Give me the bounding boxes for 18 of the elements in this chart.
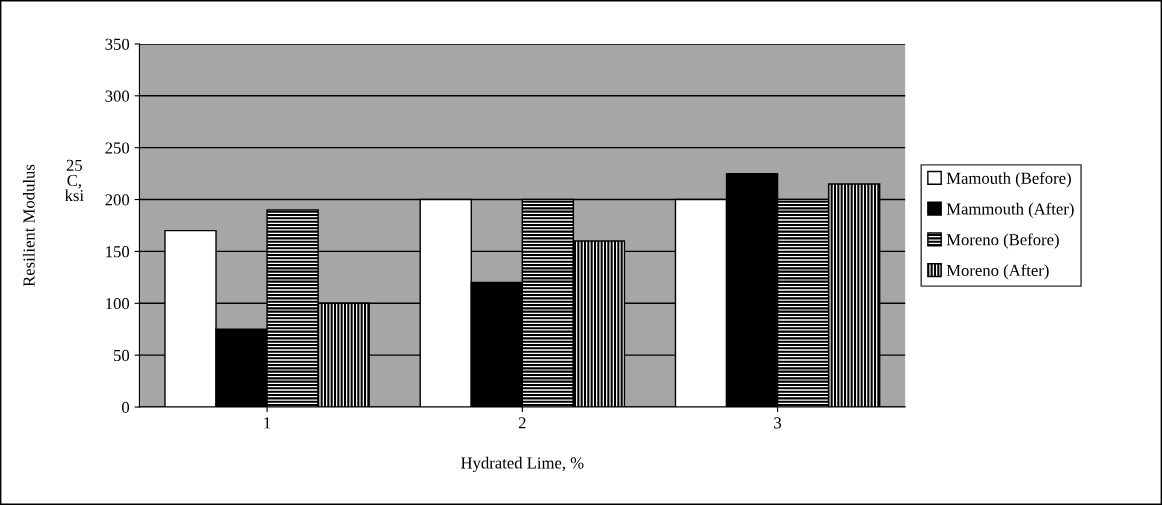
legend-label: Moreno (After) (946, 264, 1049, 280)
x-axis-title: Hydrated Lime, % (461, 456, 584, 473)
x-tick-label: 2 (518, 417, 526, 429)
x-tick-label: 1 (264, 417, 271, 429)
y-tick-label: 200 (105, 194, 130, 206)
y-tick-label: 150 (106, 246, 130, 258)
y-tick-label: 0 (122, 401, 130, 413)
x-tick-label: 3 (774, 417, 782, 429)
y-tick-label: 250 (105, 142, 130, 154)
legend-label: Moreno (Before) (946, 233, 1059, 249)
text: 25 C, ksi (64, 159, 84, 202)
y-tick-label: 300 (105, 90, 130, 102)
y-tick-label: 350 (105, 38, 130, 50)
y-tick-label: 100 (106, 297, 130, 310)
y-axis-title: Resilient Modulus (22, 164, 35, 287)
y-tick-label: 50 (114, 349, 130, 362)
legend-label: Mamouth (Before) (946, 171, 1071, 188)
legend-label: Mammouth (After) (946, 202, 1074, 218)
